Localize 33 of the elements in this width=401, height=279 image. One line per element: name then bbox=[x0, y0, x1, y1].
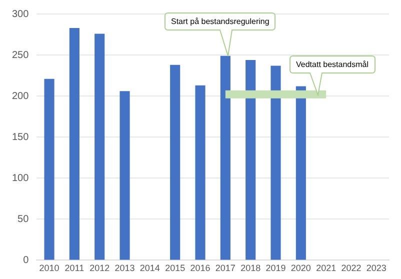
y-tick-label: 50 bbox=[18, 214, 30, 225]
x-tick-label: 2021 bbox=[316, 263, 336, 274]
x-tick-label: 2014 bbox=[140, 263, 160, 274]
bar bbox=[94, 34, 105, 260]
y-tick-label: 300 bbox=[12, 8, 30, 20]
y-tick-label: 200 bbox=[12, 90, 30, 102]
bar bbox=[44, 78, 54, 260]
x-tick-label: 2019 bbox=[266, 263, 286, 274]
bar bbox=[220, 56, 230, 260]
x-tick-label: 2016 bbox=[190, 263, 210, 274]
annotation: Vedtatt bestandsmål bbox=[296, 60, 368, 69]
x-tick-label: 2023 bbox=[366, 263, 386, 274]
annotation: Start på bestandsregulering bbox=[171, 17, 270, 26]
bar bbox=[296, 86, 306, 260]
x-tick-label: 2018 bbox=[240, 263, 261, 274]
x-tick-label: 2013 bbox=[114, 263, 135, 274]
y-tick-label: 100 bbox=[12, 172, 30, 184]
x-tick-label: 2017 bbox=[215, 263, 236, 274]
y-tick-label: 150 bbox=[12, 132, 30, 143]
y-tick-label: 0 bbox=[23, 254, 30, 266]
bar bbox=[69, 28, 80, 260]
x-tick-label: 2011 bbox=[64, 263, 84, 274]
bar bbox=[270, 66, 281, 260]
y-tick-label: 250 bbox=[12, 50, 30, 61]
x-tick-label: 2020 bbox=[290, 263, 311, 274]
x-tick-label: 2010 bbox=[39, 263, 60, 274]
bar bbox=[120, 91, 130, 260]
bar bbox=[246, 60, 256, 260]
x-tick-label: 2015 bbox=[165, 263, 186, 274]
bar bbox=[195, 85, 206, 260]
x-tick-label: 2022 bbox=[341, 263, 362, 274]
bar bbox=[170, 64, 180, 260]
x-tick-label: 2012 bbox=[90, 263, 110, 274]
